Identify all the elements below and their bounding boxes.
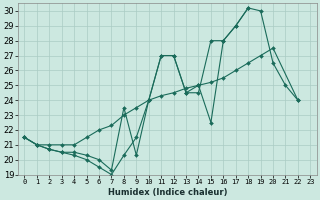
X-axis label: Humidex (Indice chaleur): Humidex (Indice chaleur) — [108, 188, 227, 197]
